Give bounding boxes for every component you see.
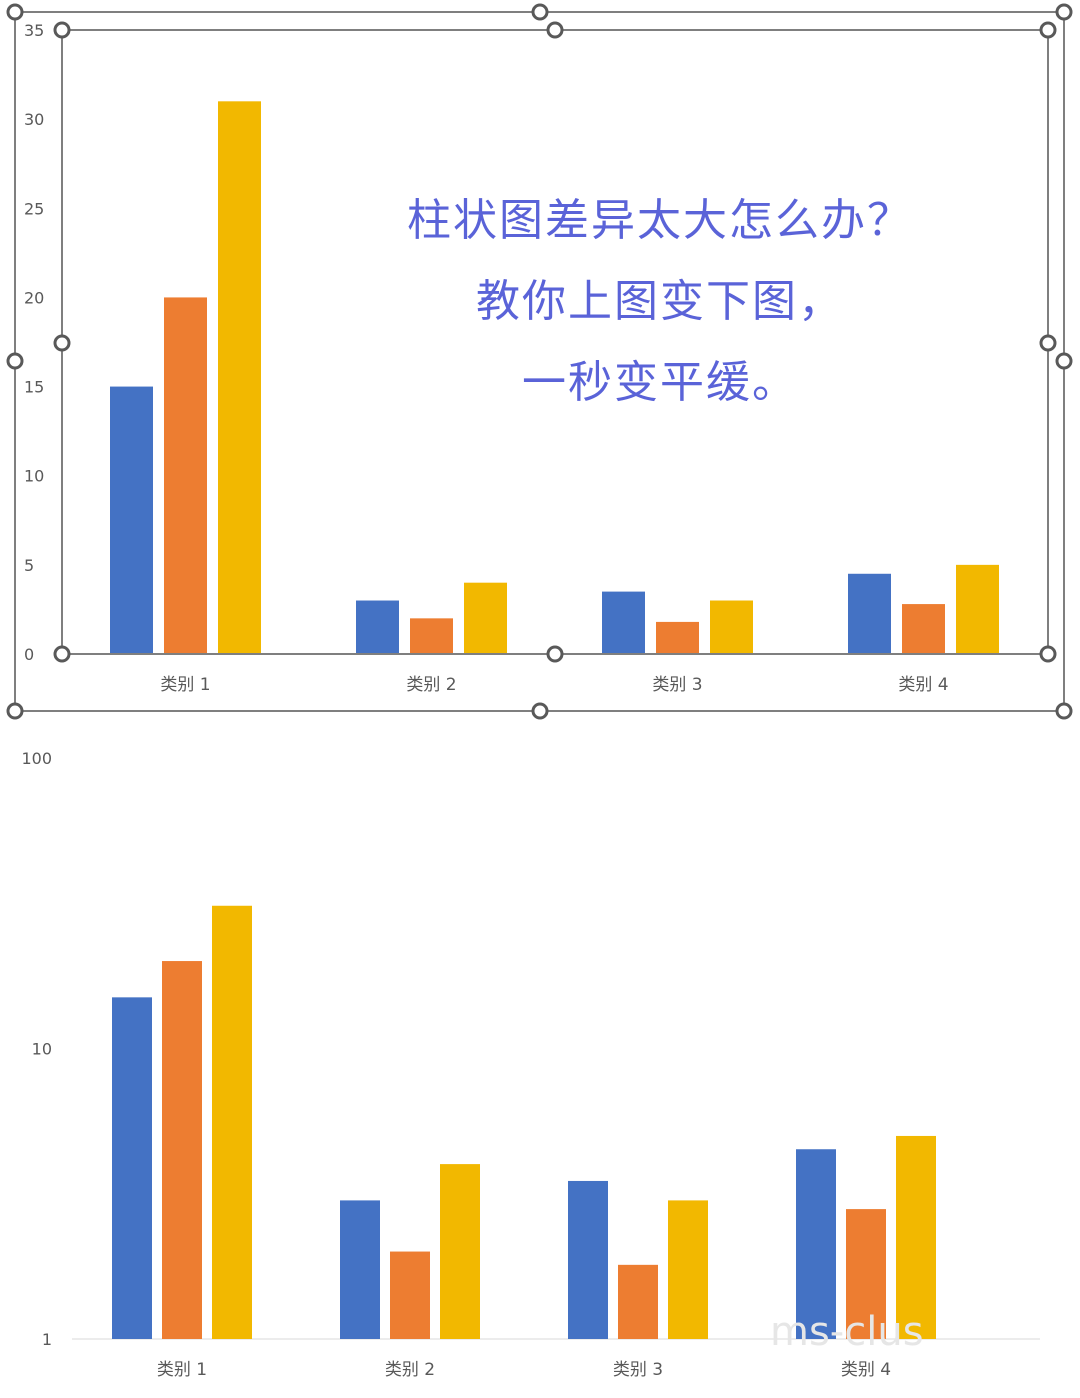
y-tick-label: 35 [24, 21, 44, 40]
bar-cat4-series1[interactable] [848, 573, 891, 654]
resize-handle[interactable] [1039, 21, 1057, 39]
log-bar-cat4-series1[interactable] [796, 1149, 836, 1339]
linear-bar-chart: 0 5 10 15 20 25 30 35 类别 1 类别 2 类别 3 类别 4 [24, 21, 1048, 695]
resize-handle[interactable] [53, 334, 71, 352]
resize-handle[interactable] [6, 3, 24, 21]
y-tick-label-log: 100 [21, 749, 52, 768]
y-tick-label: 15 [24, 378, 44, 397]
bar-cat4-series2[interactable] [902, 604, 945, 654]
bar-cat2-series1[interactable] [356, 600, 399, 654]
log-bar-cat3-series2[interactable] [618, 1264, 658, 1339]
resize-handle[interactable] [1039, 334, 1057, 352]
y-tick-label: 5 [24, 556, 34, 575]
bar-cat2-series2[interactable] [410, 618, 453, 654]
resize-handle[interactable] [546, 21, 564, 39]
log-bar-cat1-series1[interactable] [112, 997, 152, 1339]
resize-handle[interactable] [546, 645, 564, 663]
resize-handle[interactable] [53, 21, 71, 39]
resize-handle[interactable] [6, 352, 24, 370]
y-tick-label: 0 [24, 645, 34, 664]
overlay-line-3: 一秒变平缓。 [522, 357, 798, 408]
bar-cat4-series3[interactable] [956, 564, 999, 654]
resize-handle[interactable] [6, 702, 24, 720]
log-bar-cat1-series3[interactable] [212, 905, 252, 1339]
resize-handle[interactable] [1055, 702, 1073, 720]
bar-cat3-series3[interactable] [710, 600, 753, 654]
category-label-log: 类别 3 [613, 1360, 663, 1380]
y-tick-label: 10 [24, 467, 44, 486]
category-label: 类别 3 [652, 675, 702, 695]
resize-handle[interactable] [1055, 3, 1073, 21]
resize-handle[interactable] [1055, 352, 1073, 370]
y-tick-label: 20 [24, 288, 44, 307]
log-bar-cat4-series3[interactable] [896, 1135, 936, 1339]
log-bar-cat2-series1[interactable] [340, 1200, 380, 1339]
bar-cat3-series2[interactable] [656, 621, 699, 654]
log-bar-cat2-series3[interactable] [440, 1164, 480, 1339]
log-bar-cat2-series2[interactable] [390, 1251, 430, 1339]
log-bar-chart: 1 10 100 类别 1 类别 2 类别 3 类别 4 [21, 749, 1040, 1380]
log-bar-cat3-series1[interactable] [568, 1180, 608, 1339]
resize-handle[interactable] [1039, 645, 1057, 663]
category-label-log: 类别 4 [841, 1360, 891, 1380]
y-tick-label: 25 [24, 199, 44, 218]
log-bar-cat1-series2[interactable] [162, 961, 202, 1339]
y-tick-label-log: 10 [32, 1040, 52, 1059]
bar-cat1-series1[interactable] [110, 386, 153, 654]
plot-area-border[interactable] [61, 29, 1049, 655]
bar-cat1-series3[interactable] [218, 101, 261, 655]
category-label-log: 类别 2 [385, 1360, 435, 1380]
overlay-line-1: 柱状图差异太大怎么办？ [407, 195, 913, 246]
watermark: ms-clus [770, 1309, 924, 1355]
resize-handle[interactable] [531, 3, 549, 21]
bar-cat1-series2[interactable] [164, 297, 207, 654]
bar-cat2-series3[interactable] [464, 582, 507, 654]
category-label: 类别 2 [406, 675, 456, 695]
resize-handle[interactable] [53, 645, 71, 663]
y-tick-label-log: 1 [42, 1330, 52, 1349]
overlay-line-2: 教你上图变下图， [476, 276, 844, 327]
log-bar-cat4-series2[interactable] [846, 1209, 886, 1339]
overlay-caption: 柱状图差异太大怎么办？ 教你上图变下图， 一秒变平缓。 [407, 195, 913, 408]
category-label: 类别 1 [160, 675, 210, 695]
category-label: 类别 4 [898, 675, 948, 695]
bar-cat3-series1[interactable] [602, 591, 645, 654]
resize-handle[interactable] [531, 702, 549, 720]
log-bar-cat3-series3[interactable] [668, 1200, 708, 1339]
resize-handles[interactable] [6, 3, 1073, 720]
y-tick-label: 30 [24, 110, 44, 129]
category-label-log: 类别 1 [157, 1360, 207, 1380]
